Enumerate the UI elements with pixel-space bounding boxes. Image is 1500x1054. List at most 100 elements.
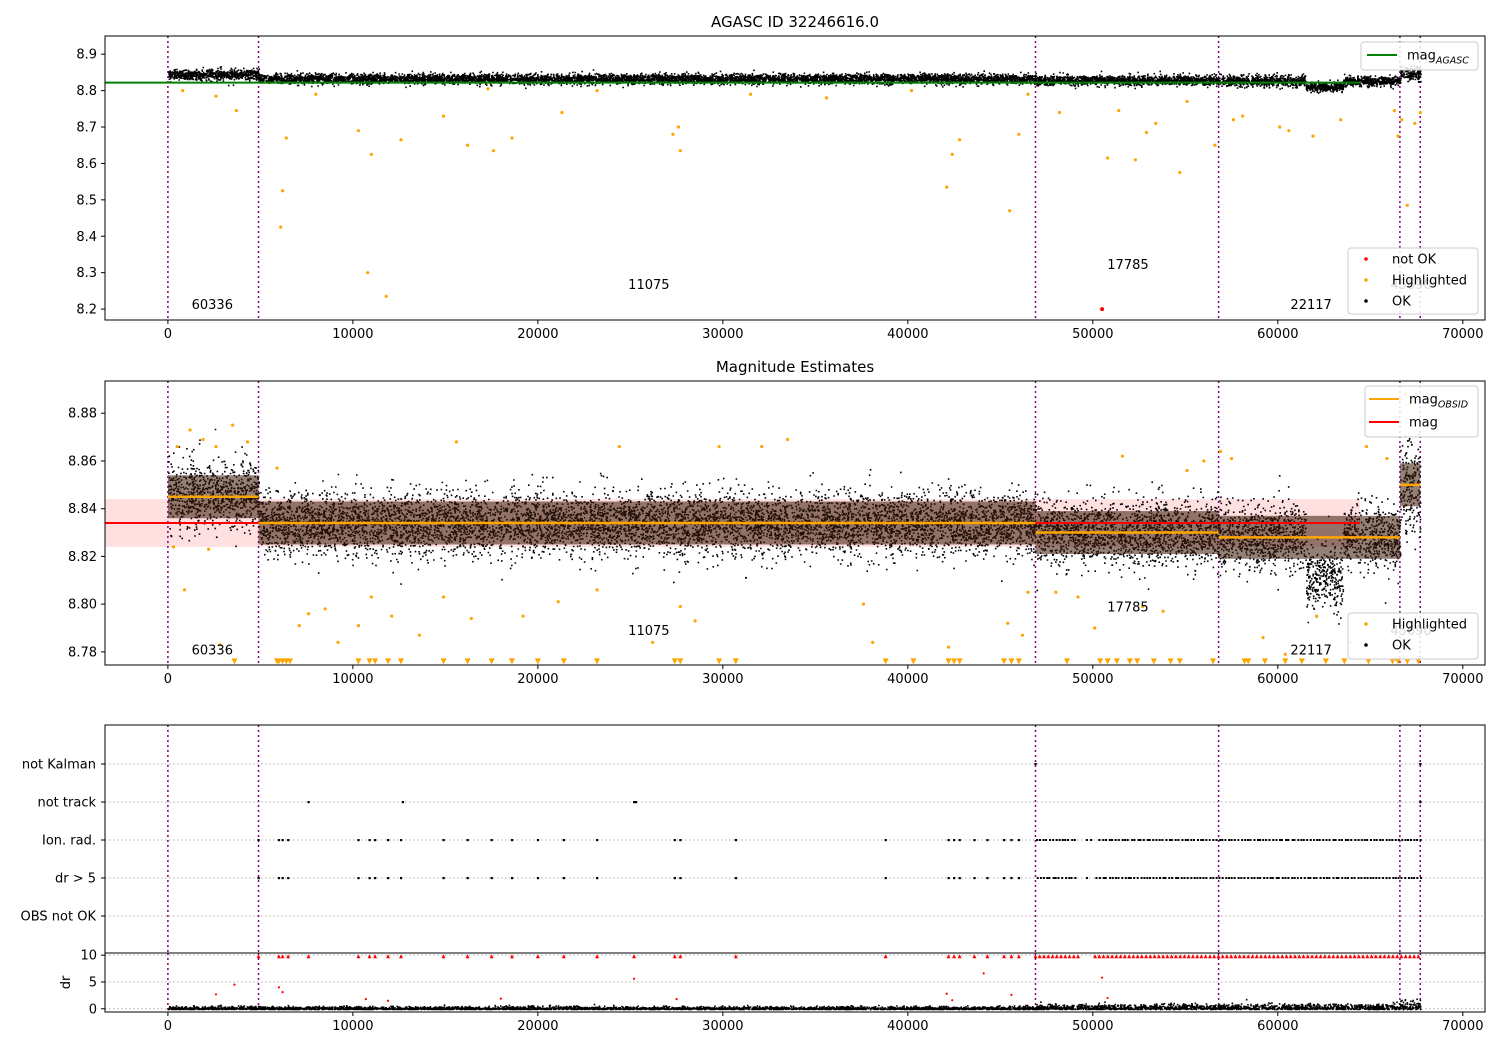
- highlighted-point: [280, 189, 285, 193]
- highlighted-point: [1218, 449, 1223, 454]
- out-of-range-marker: [1097, 658, 1104, 665]
- dr-outlier-point: [951, 999, 954, 1002]
- x-tick-label: 10000: [332, 1019, 373, 1034]
- out-of-range-marker: [464, 658, 471, 665]
- highlighted-point: [1076, 595, 1080, 599]
- dr-outlier-point: [675, 998, 678, 1001]
- dr-capped-marker: [952, 954, 957, 959]
- flag-point: [1003, 839, 1006, 842]
- flag-point: [357, 839, 360, 842]
- flag-point: [466, 839, 469, 842]
- highlighted-point: [678, 604, 682, 609]
- highlighted-point: [441, 595, 446, 599]
- highlighted-point: [1278, 125, 1282, 129]
- dr-capped-marker: [1263, 954, 1268, 959]
- highlighted-point: [1283, 652, 1287, 656]
- highlighted-point: [595, 89, 599, 93]
- dr-capped-marker: [946, 954, 951, 959]
- highlighted-point: [1154, 121, 1158, 125]
- legend-marker-swatch: [1364, 643, 1368, 647]
- flag-point: [257, 877, 260, 880]
- highlighted-point: [946, 645, 951, 649]
- x-tick-label: 70000: [1442, 672, 1483, 687]
- y-tick-label: 0: [89, 1002, 97, 1017]
- flag-point: [633, 801, 636, 804]
- dr-capped-marker: [1258, 954, 1263, 959]
- x-tick-label: 70000: [1442, 1019, 1483, 1034]
- dr-capped-marker: [1237, 954, 1242, 959]
- highlighted-point: [958, 138, 962, 142]
- dr-capped-marker: [1207, 954, 1212, 959]
- highlighted-point: [521, 614, 525, 618]
- highlighted-point: [871, 640, 875, 644]
- flag-point: [1010, 839, 1013, 842]
- highlighted-point: [175, 445, 179, 449]
- x-tick-label: 20000: [517, 327, 558, 342]
- panel-title: Magnitude Estimates: [716, 358, 874, 376]
- dr-capped-marker: [1356, 954, 1361, 959]
- highlighted-point: [760, 445, 764, 449]
- dr-capped-marker: [1169, 954, 1174, 959]
- highlighted-point: [556, 600, 560, 604]
- dr-capped-marker: [1122, 954, 1127, 959]
- dr-capped-marker: [1182, 954, 1187, 959]
- highlighted-point: [231, 423, 235, 427]
- dr-capped-marker: [1412, 954, 1417, 959]
- y-tick-label: 5: [89, 975, 97, 990]
- dr-capped-marker: [1246, 954, 1251, 959]
- axes-frame: [104, 35, 1486, 321]
- out-of-range-marker: [488, 658, 495, 665]
- highlighted-point: [1241, 114, 1245, 118]
- out-of-range-marker: [508, 658, 515, 665]
- dr-capped-marker: [1276, 954, 1280, 959]
- dr-capped-marker: [1403, 954, 1408, 959]
- x-tick-label: 0: [164, 1019, 172, 1034]
- flag-category-label: dr > 5: [55, 872, 96, 887]
- highlighted-point: [181, 89, 185, 93]
- highlighted-point: [465, 143, 470, 147]
- flag-point: [466, 877, 469, 880]
- out-of-range-marker: [440, 658, 447, 665]
- panel-dr: 0 10000 20000 30000 40000 50000 60000 70000 0 5 10…: [59, 949, 1486, 1034]
- legend-marker-swatch: [1364, 278, 1368, 282]
- x-tick-label: 0: [164, 327, 172, 342]
- out-of-range-marker: [1134, 658, 1141, 665]
- flag-point: [307, 801, 310, 804]
- dr-capped-marker: [1378, 954, 1383, 959]
- dr-outlier-point: [281, 991, 284, 994]
- highlighted-point: [1396, 134, 1400, 138]
- highlighted-point: [201, 437, 205, 442]
- dr-capped-marker: [883, 954, 888, 959]
- dr-capped-marker: [678, 954, 683, 959]
- y-tick-label: 8.8: [76, 84, 97, 99]
- highlighted-point: [824, 96, 829, 100]
- flag-point: [257, 839, 260, 842]
- dr-capped-marker: [1173, 954, 1178, 959]
- highlighted-point: [188, 428, 192, 432]
- highlighted-point: [1144, 130, 1149, 135]
- highlighted-point: [214, 94, 218, 98]
- dr-capped-marker: [1250, 954, 1255, 959]
- obsid-label: 11075: [628, 278, 669, 293]
- axes-frame: [104, 952, 1486, 1013]
- dr-capped-marker: [1135, 954, 1140, 959]
- dr-capped-marker: [1293, 954, 1298, 959]
- flag-point: [1010, 877, 1013, 880]
- highlighted-point: [510, 136, 514, 140]
- flag-point: [442, 839, 445, 842]
- out-of-range-marker: [1063, 658, 1070, 665]
- dr-capped-marker: [306, 954, 311, 959]
- highlighted-point: [1141, 604, 1145, 609]
- dr-capped-marker: [1297, 954, 1302, 959]
- highlighted-point: [1120, 454, 1125, 458]
- dr-capped-marker: [1161, 954, 1166, 959]
- flag-point: [953, 839, 956, 842]
- highlighted-point: [284, 136, 288, 140]
- highlighted-point: [245, 440, 250, 444]
- dr-capped-marker: [1199, 954, 1204, 959]
- flag-point: [734, 839, 738, 842]
- flag-point: [281, 877, 284, 880]
- flag-point: [357, 877, 360, 880]
- dr-capped-marker: [1050, 954, 1055, 959]
